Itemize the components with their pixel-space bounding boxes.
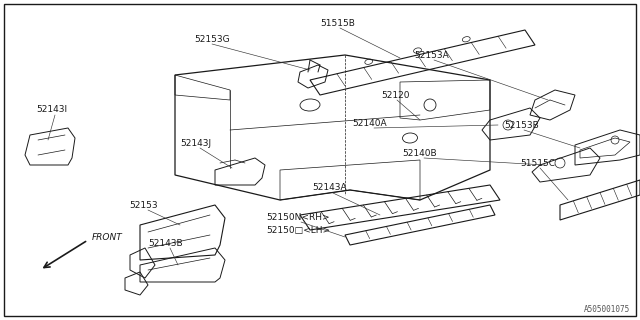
Text: 52140B: 52140B [403,149,437,158]
Text: 52153B: 52153B [504,122,540,131]
Text: 52143A: 52143A [313,183,348,193]
Text: 52150□<LH>: 52150□<LH> [266,226,330,235]
Text: 51515B: 51515B [321,20,355,28]
Text: 52120: 52120 [381,92,410,100]
Text: 51515C: 51515C [520,159,556,169]
Text: 52153: 52153 [130,202,158,211]
Text: 52143I: 52143I [36,106,68,115]
Text: 52140A: 52140A [353,119,387,129]
Text: 52153G: 52153G [194,36,230,44]
Text: FRONT: FRONT [92,233,123,242]
Text: 52153A: 52153A [415,52,449,60]
Text: 52150N<RH>: 52150N<RH> [266,213,330,222]
Text: A505001075: A505001075 [584,305,630,314]
Text: 52143B: 52143B [148,239,183,249]
Text: 52143J: 52143J [180,140,212,148]
